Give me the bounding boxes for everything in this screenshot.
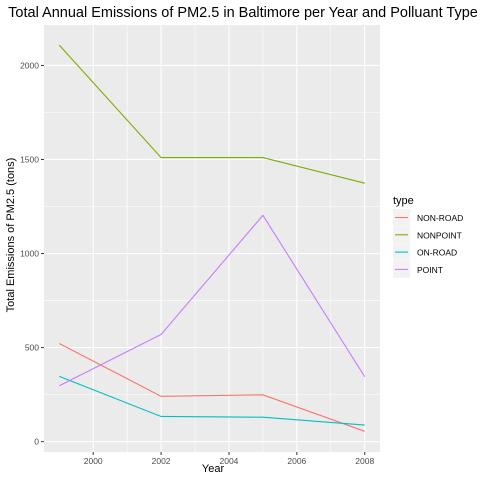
legend-label-nonpoint: NONPOINT (417, 230, 462, 240)
x-tick-label: 2002 (152, 456, 171, 466)
y-tick-label: 1000 (20, 249, 39, 259)
series-line-non-road (59, 342, 365, 432)
series-line-on-road (59, 375, 365, 426)
x-tick-label: 2000 (84, 456, 103, 466)
series-line-nonpoint (58, 44, 365, 184)
y-tick-label: 0 (34, 437, 39, 447)
legend-label-on-road: ON-ROAD (417, 248, 457, 258)
plot-area: 2000 2002 2004 2006 2008 0 500 1000 1500 2000 (20, 25, 380, 466)
plot-panel-background (44, 25, 380, 452)
y-axis-title: Total Emissions of PM2.5 (tons) (5, 158, 17, 313)
y-tick-label: 2000 (20, 60, 39, 70)
x-tick-label: 2004 (220, 456, 239, 466)
x-axis-title: Year (202, 463, 225, 475)
legend-title: type (393, 195, 414, 207)
legend-label-non-road: NON-ROAD (417, 213, 463, 223)
x-tick-label: 2008 (355, 456, 374, 466)
legend-label-point: POINT (417, 265, 443, 275)
y-tick-label: 1500 (20, 154, 39, 164)
chart-title: Total Annual Emissions of PM2.5 in Balti… (8, 5, 478, 21)
y-tick-label: 500 (25, 343, 39, 353)
x-tick-label: 2006 (287, 456, 306, 466)
series-line-point (59, 214, 366, 387)
